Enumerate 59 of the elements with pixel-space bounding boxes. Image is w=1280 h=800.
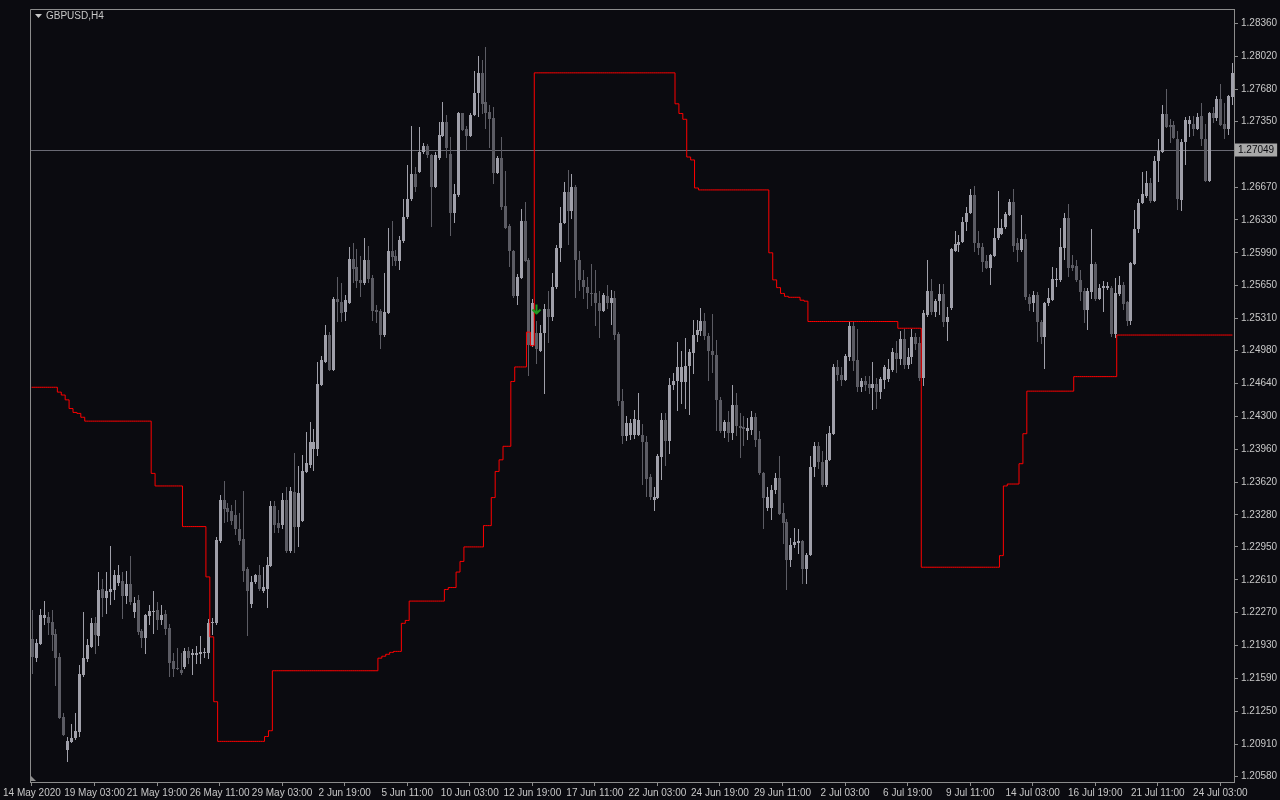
x-tick-label: 5 Jun 11:00 — [381, 786, 434, 798]
x-tick-label: 24 Jul 03:00 — [1193, 786, 1248, 798]
y-tick-label: 1.22270 — [1241, 606, 1278, 618]
candlestick — [871, 362, 874, 410]
x-tick-label: 19 May 03:00 — [64, 786, 126, 798]
candlestick — [610, 290, 613, 325]
x-tick-label: 17 Jun 11:00 — [566, 786, 624, 798]
y-tick-label: 1.27680 — [1241, 83, 1278, 95]
x-tick-label: 24 Jun 19:00 — [691, 786, 750, 798]
y-tick-label: 1.20580 — [1241, 769, 1278, 781]
y-tick-label: 1.23280 — [1241, 508, 1278, 520]
y-tick-label: 1.24640 — [1241, 377, 1278, 389]
x-tick-label: 2 Jun 19:00 — [318, 786, 372, 798]
x-tick-label: 9 Jul 11:00 — [946, 786, 995, 798]
x-tick-label: 14 May 2020 — [3, 786, 62, 798]
candlestick — [797, 529, 800, 554]
x-tick-label: 21 May 19:00 — [126, 786, 188, 798]
y-tick-label: 1.20910 — [1241, 738, 1278, 750]
candlestick — [180, 653, 183, 675]
y-tick-label: 1.25310 — [1241, 312, 1278, 324]
y-tick-label: 1.21590 — [1241, 672, 1278, 684]
y-tick-label: 1.25990 — [1241, 246, 1278, 258]
y-tick-label: 1.23620 — [1241, 475, 1278, 487]
candlestick — [336, 277, 339, 322]
candlestick — [711, 314, 714, 373]
y-tick-label: 1.26670 — [1241, 180, 1278, 192]
x-tick-label: 29 Jun 11:00 — [753, 786, 812, 798]
x-tick-label: 26 May 11:00 — [189, 786, 250, 798]
x-tick-label: 14 Jul 03:00 — [1005, 786, 1061, 798]
candlestick — [191, 649, 194, 675]
y-tick-label: 1.28020 — [1241, 50, 1278, 62]
y-tick-label: 1.28360 — [1241, 17, 1278, 29]
y-tick-label: 1.26330 — [1241, 213, 1278, 225]
y-tick-label: 1.25650 — [1241, 279, 1278, 291]
candlestick — [946, 307, 949, 341]
y-tick-label: 1.27350 — [1241, 114, 1278, 126]
candlestick — [641, 424, 644, 485]
x-tick-label: 12 Jun 19:00 — [503, 786, 562, 798]
y-tick-label: 1.24300 — [1241, 410, 1278, 422]
x-tick-label: 10 Jun 03:00 — [440, 786, 500, 798]
y-tick-label: 1.24980 — [1241, 344, 1278, 356]
candlestick — [739, 413, 742, 458]
x-tick-label: 21 Jul 11:00 — [1130, 786, 1186, 798]
candlestick — [1102, 281, 1105, 312]
x-tick-label: 6 Jul 19:00 — [883, 786, 933, 798]
y-tick-label: 1.22610 — [1241, 573, 1278, 585]
y-tick-label: 1.23960 — [1241, 442, 1278, 454]
x-tick-label: 16 Jul 19:00 — [1067, 786, 1123, 798]
candlestick — [152, 591, 155, 634]
candlestick — [391, 221, 394, 266]
y-tick-label: 1.22950 — [1241, 540, 1278, 552]
x-tick-label: 2 Jul 03:00 — [820, 786, 870, 798]
candlestick — [199, 636, 202, 664]
chart-title: GBPUSD,H4 — [46, 10, 104, 22]
y-tick-label: 1.21930 — [1241, 639, 1278, 651]
ref-line-label: 1.27049 — [1238, 144, 1275, 156]
x-tick-label: 29 May 03:00 — [251, 786, 313, 798]
x-tick-label: 22 Jun 03:00 — [628, 786, 687, 798]
y-tick-label: 1.21250 — [1241, 705, 1278, 717]
